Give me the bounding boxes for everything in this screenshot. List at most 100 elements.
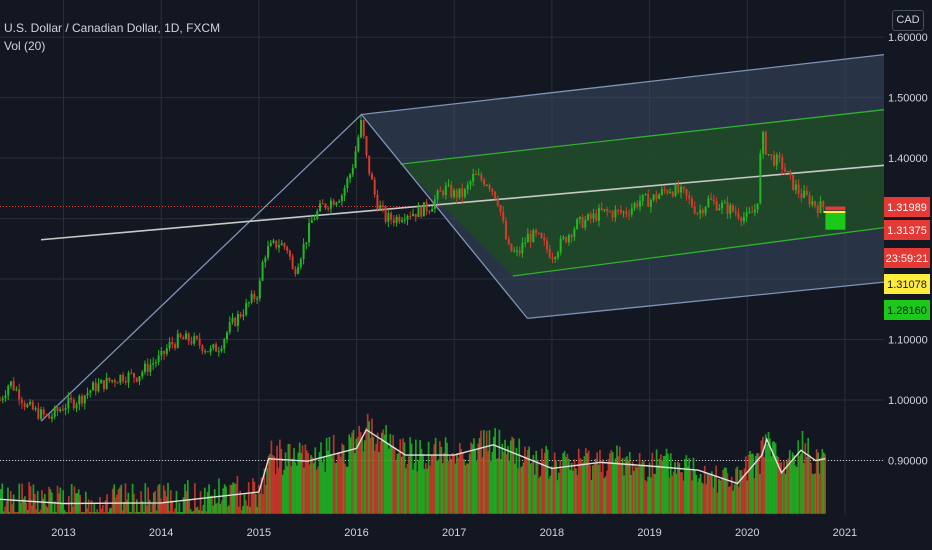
volume-bar <box>175 490 178 514</box>
volume-bar <box>660 454 662 514</box>
volume-bar <box>242 506 244 514</box>
volume-bar <box>59 487 62 514</box>
price-candle <box>316 211 319 219</box>
price-candle <box>425 202 428 212</box>
price-candle <box>715 201 718 211</box>
currency-badge[interactable]: CAD <box>892 10 924 31</box>
volume-bar <box>641 461 644 514</box>
volume-bar <box>318 452 321 514</box>
volume-bar <box>675 473 678 514</box>
price-candle <box>488 185 491 189</box>
price-candle <box>206 351 209 353</box>
price-candle <box>581 216 584 228</box>
volume-bar <box>429 465 431 514</box>
price-candle <box>163 350 166 354</box>
price-axis: 1.60000 1.50000 1.40000 1.10000 1.00000 0.900… <box>888 32 928 467</box>
price-candle <box>526 233 529 243</box>
volume-bar <box>559 460 562 514</box>
volume-bar <box>708 474 710 514</box>
volume-bar <box>771 441 774 514</box>
volume-bar <box>522 462 525 514</box>
volume-bar <box>298 442 301 514</box>
volume-bar <box>617 456 620 514</box>
price-candle <box>31 401 34 410</box>
volume-bar <box>155 510 158 514</box>
x-tick-label: 2013 <box>51 527 75 539</box>
price-candle <box>803 190 806 198</box>
volume-bar <box>446 442 448 514</box>
volume-bar <box>130 511 133 514</box>
price-candle <box>781 157 784 169</box>
price-candle <box>529 233 532 243</box>
price-candle <box>537 232 540 234</box>
volume-bar <box>109 508 111 514</box>
volume-bar <box>348 434 351 514</box>
volume-bar <box>488 430 491 514</box>
volume-bar <box>518 438 521 514</box>
volume-bar <box>715 465 717 514</box>
volume-bar <box>254 494 257 514</box>
volume-bar <box>9 490 12 514</box>
price-candle <box>160 350 163 356</box>
price-candle <box>269 242 272 247</box>
price-candle <box>690 198 693 207</box>
price-candle <box>636 203 639 207</box>
price-candle <box>346 178 349 189</box>
volume-bar <box>473 438 475 514</box>
volume-bar <box>565 456 567 514</box>
price-candle <box>1 398 4 401</box>
volume-bar <box>501 443 504 514</box>
volume-bar <box>516 468 519 514</box>
volume-bar <box>100 508 103 514</box>
volume-bar <box>351 432 353 514</box>
volume-bar <box>728 486 730 514</box>
price-candle <box>551 257 554 260</box>
volume-bar <box>126 499 128 514</box>
volume-indicator-label[interactable]: Vol (20) <box>4 39 46 53</box>
volume-bar <box>635 467 638 514</box>
price-candle <box>146 363 149 372</box>
volume-bar <box>19 502 22 514</box>
price-badge <box>884 220 930 240</box>
volume-bar <box>422 454 424 514</box>
price-candle <box>247 302 250 304</box>
volume-bar <box>327 450 329 514</box>
volume-bar <box>90 500 93 514</box>
volume-bar <box>555 461 557 514</box>
price-candle <box>420 206 423 217</box>
volume-bar <box>406 464 409 514</box>
volume-bar <box>226 506 229 514</box>
price-candle <box>409 215 412 217</box>
price-candle <box>182 337 185 340</box>
volume-bar <box>749 450 751 514</box>
price-candle <box>234 317 237 326</box>
volume-bar <box>424 463 427 514</box>
price-candle <box>127 372 130 383</box>
volume-bar <box>339 456 342 514</box>
volume-bar <box>123 502 125 514</box>
price-candle <box>696 213 699 215</box>
volume-bar <box>36 491 39 514</box>
volume-bar <box>805 456 808 514</box>
volume-bar <box>69 511 72 514</box>
price-candle <box>256 298 259 300</box>
symbol-title[interactable]: U.S. Dollar / Canadian Dollar, 1D, FXCM <box>4 21 221 35</box>
price-candle <box>603 209 606 211</box>
volume-bar <box>443 452 446 514</box>
volume-bar <box>230 484 233 514</box>
volume-bar <box>732 490 734 514</box>
volume-bar <box>368 421 370 514</box>
volume-bar <box>288 444 291 514</box>
price-candle <box>23 403 26 408</box>
volume-bar <box>604 476 607 514</box>
price-candle <box>559 238 562 253</box>
price-candle <box>712 199 715 202</box>
price-candle <box>318 203 321 212</box>
price-candle <box>491 188 494 192</box>
volume-bar <box>209 495 212 514</box>
volume-bar <box>524 446 526 514</box>
volume-bar <box>257 484 260 514</box>
price-candle <box>141 372 144 377</box>
volume-bar <box>647 476 649 514</box>
